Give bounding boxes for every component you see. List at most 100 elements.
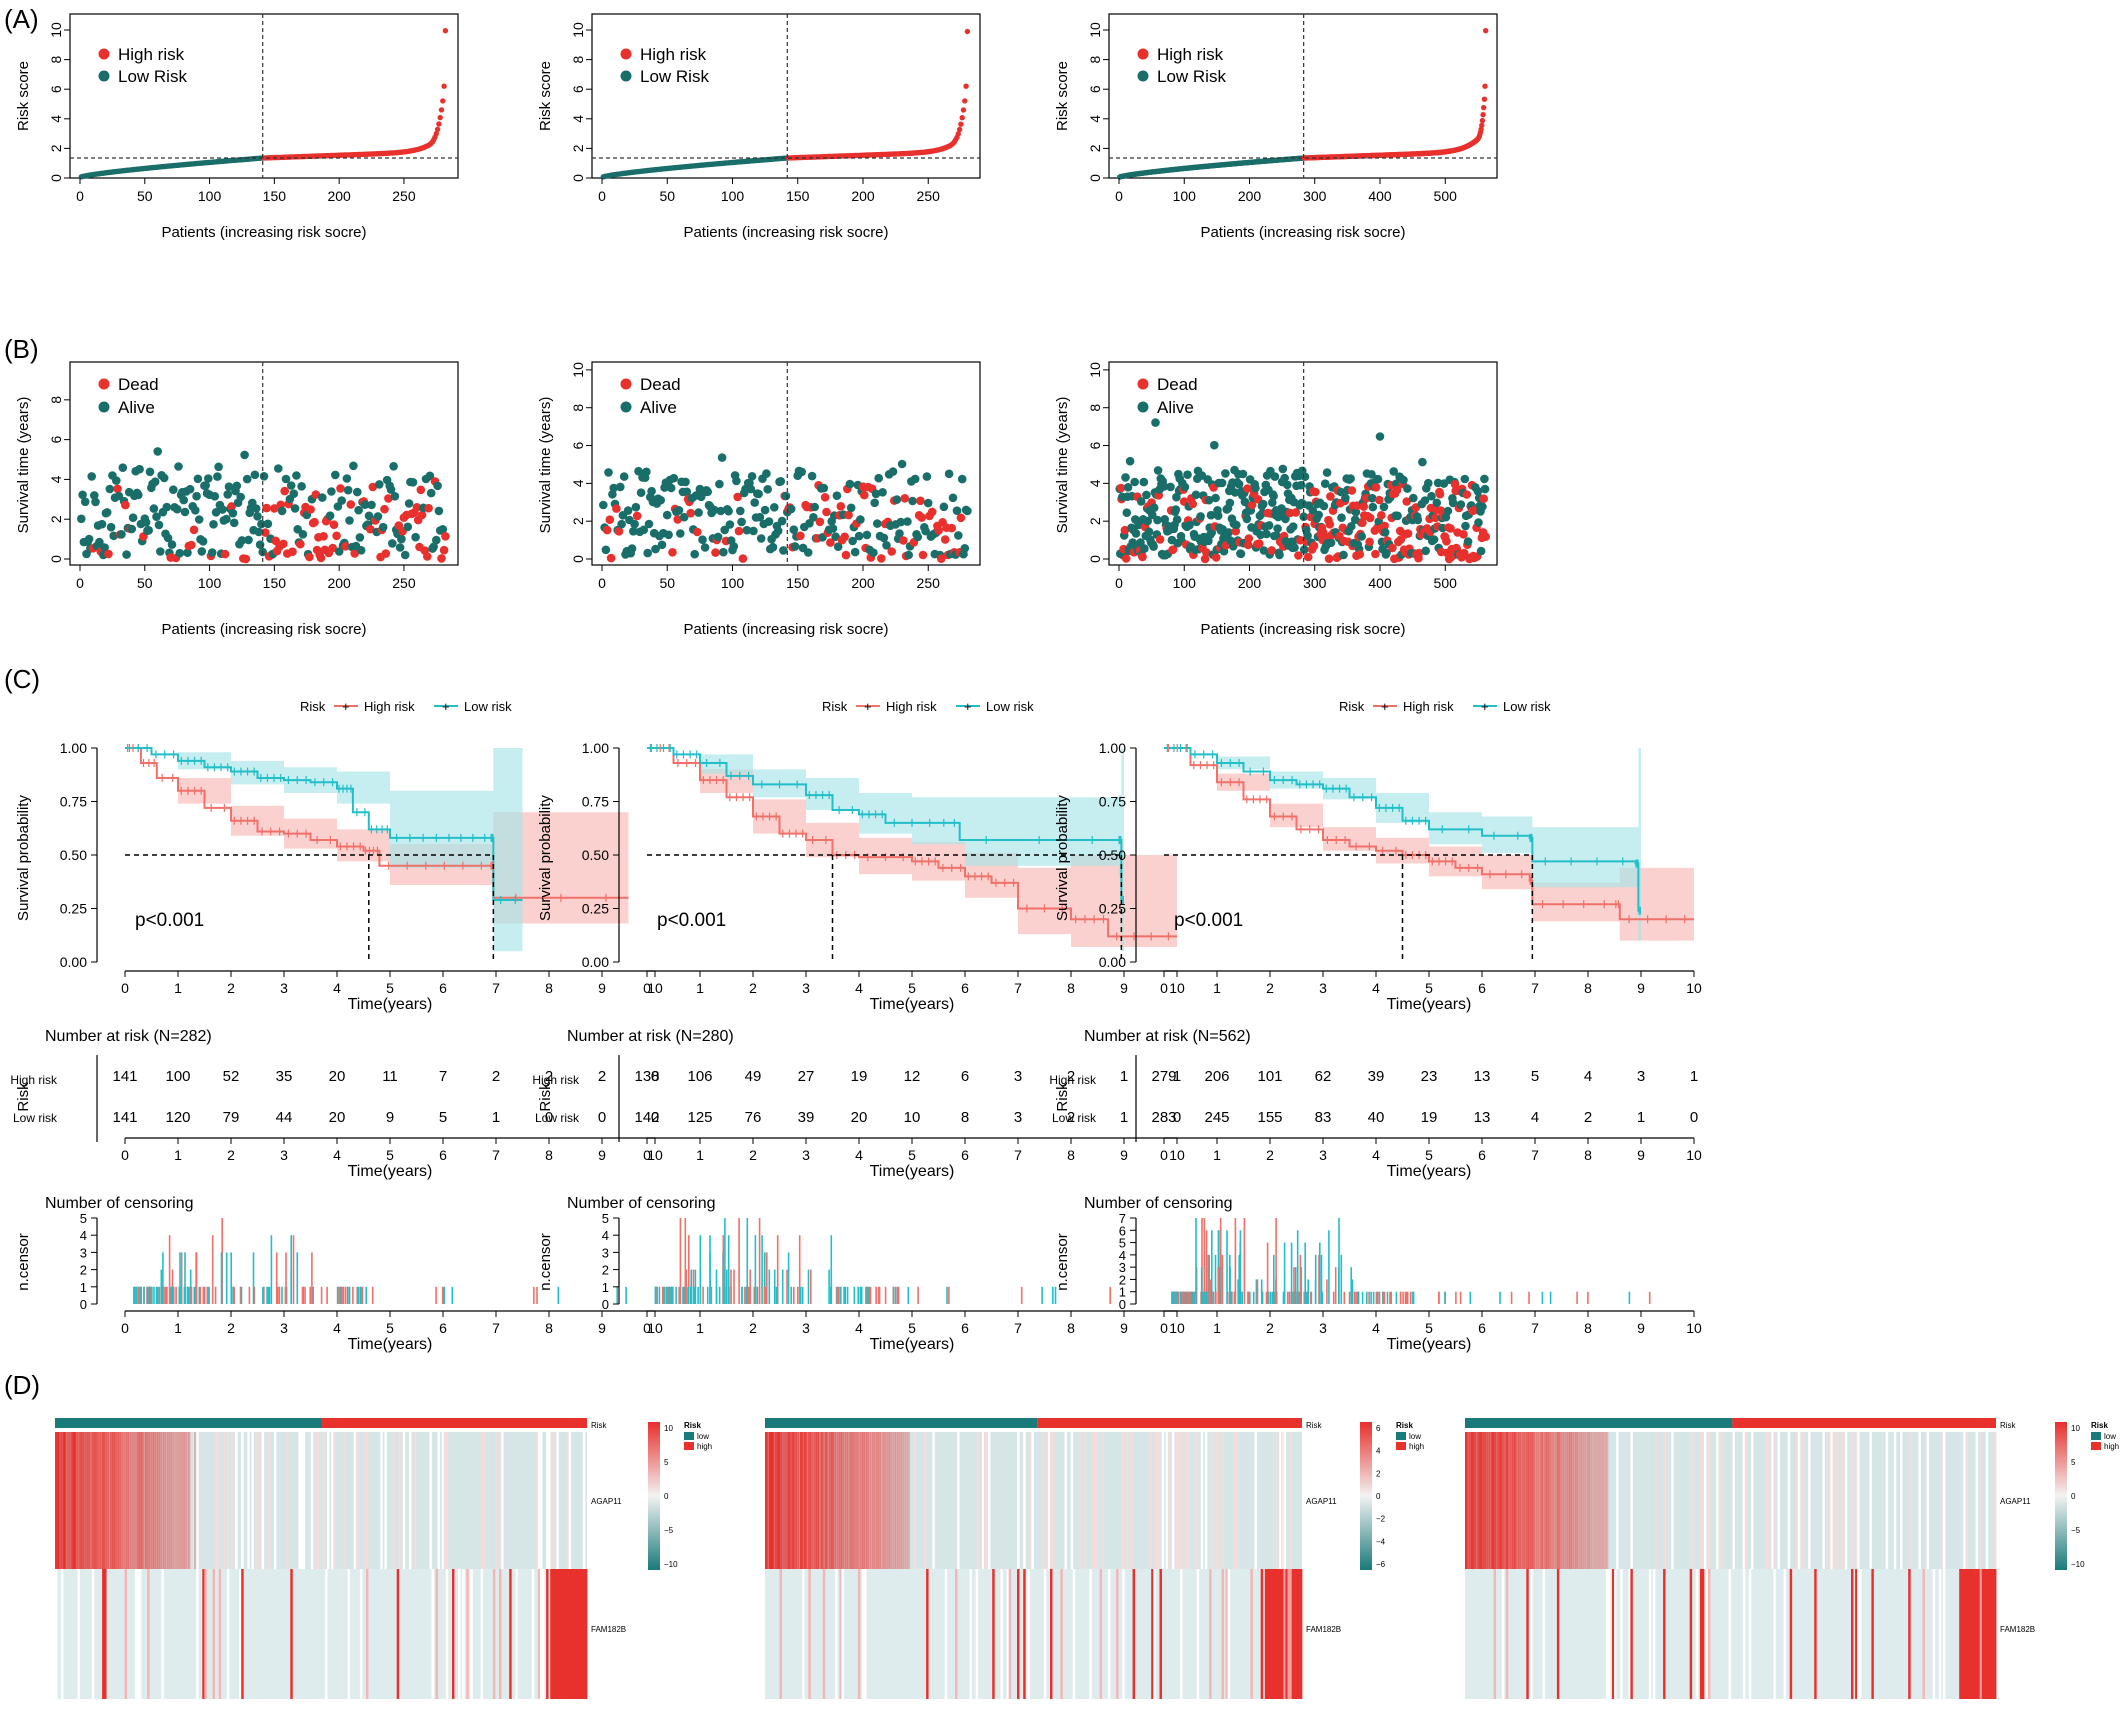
survival-point: [789, 525, 799, 534]
risk-x-tick-label: 0: [121, 1147, 129, 1163]
survival-point: [1275, 550, 1284, 560]
risk-count-high: 279: [1151, 1068, 1176, 1085]
heat-legend-low-label: low: [1409, 1432, 1421, 1441]
heat-cell: [1773, 1432, 1776, 1569]
survival-point: [180, 507, 190, 517]
survival-point: [404, 499, 414, 508]
survival-point: [639, 525, 649, 535]
heat-legend-high-swatch: [2091, 1442, 2101, 1450]
heat-cell: [773, 1432, 776, 1569]
risk-count-low: 4: [1531, 1109, 1539, 1126]
heat-cell: [1516, 1432, 1519, 1569]
risk-x-tick-label: 2: [227, 1147, 235, 1163]
risk-count-high: 27: [798, 1068, 815, 1085]
survival-point: [1136, 497, 1146, 506]
heat-cell: [1589, 1432, 1593, 1569]
heat-cell: [1023, 1569, 1026, 1699]
heat-cell: [235, 1432, 238, 1569]
survival-point: [732, 476, 741, 486]
color-scale-bar: [2055, 1422, 2067, 1570]
legend-alive-label: Alive: [1157, 398, 1194, 417]
survival-point: [1392, 485, 1402, 495]
km-legend-low-label: Low risk: [986, 699, 1034, 714]
survival-point: [694, 508, 703, 517]
color-scale-tick: −10: [664, 1560, 678, 1569]
heat-cell: [1728, 1569, 1731, 1699]
survival-point: [1480, 484, 1490, 494]
survival-point: [417, 510, 427, 520]
legend-high-marker: [98, 48, 110, 60]
heat-cell: [1614, 1569, 1617, 1699]
heat-cell: [818, 1432, 822, 1569]
heat-cell: [866, 1432, 869, 1569]
survival-point: [768, 542, 778, 552]
risk-x-tick-label: 4: [855, 1147, 863, 1163]
survival-point: [709, 505, 719, 515]
risk-score-point: [1483, 28, 1489, 34]
survival-point: [437, 554, 446, 563]
km-x-tick-label: 0: [121, 980, 129, 996]
heat-cell: [1783, 1569, 1787, 1699]
heat-cell: [1689, 1569, 1693, 1699]
survival-point: [91, 497, 100, 507]
survival-point: [1125, 456, 1135, 466]
heat-row-fam182b-bg: [765, 1569, 1302, 1699]
x-tick-label: 400: [1368, 188, 1392, 204]
survival-point: [1268, 498, 1277, 507]
heat-cell: [1029, 1432, 1032, 1569]
legend-low-label: Low Risk: [118, 67, 187, 86]
survival-point: [790, 542, 800, 551]
survival-point: [673, 515, 682, 524]
risk-x-tick-label: 8: [1067, 1147, 1075, 1163]
survival-point: [349, 461, 358, 471]
km-y-tick-label: 0.75: [1099, 794, 1126, 810]
survival-point: [280, 486, 290, 496]
heat-legend-title: Risk: [2091, 1421, 2108, 1430]
survival-point: [259, 472, 269, 481]
heat-cell: [347, 1569, 351, 1699]
color-scale-tick: −10: [2071, 1560, 2085, 1569]
survival-point: [356, 546, 366, 555]
y-tick-label: 2: [570, 144, 586, 152]
survival-point: [1432, 498, 1442, 508]
heat-cell: [566, 1569, 569, 1699]
survival-point: [786, 504, 796, 514]
heat-cell: [1227, 1569, 1231, 1699]
heat-cell: [1983, 1569, 1987, 1699]
heat-cell: [1851, 1569, 1854, 1699]
survival-point: [411, 532, 420, 542]
heat-cell: [812, 1432, 815, 1569]
x-tick-label: 150: [786, 575, 810, 591]
x-tick-label: 250: [392, 188, 416, 204]
heat-cell: [239, 1569, 242, 1699]
survival-point: [1478, 502, 1487, 512]
risk-x-tick-label: 3: [802, 1147, 810, 1163]
heat-cell: [839, 1569, 842, 1699]
heat-cell: [841, 1432, 844, 1569]
survival-point: [209, 520, 218, 529]
survival-point: [193, 474, 203, 484]
survival-point: [676, 529, 685, 538]
survival-point: [292, 471, 301, 480]
survival-point: [281, 474, 291, 484]
censor-x-tick-label: 3: [280, 1320, 288, 1336]
survival-point: [763, 485, 772, 494]
heat-cell: [482, 1432, 486, 1569]
risk-score-point: [437, 114, 443, 121]
survival-point: [1131, 529, 1141, 538]
risk-table-y-label: Risk: [15, 1082, 32, 1112]
risk-count-high: 7: [439, 1068, 447, 1085]
heat-cell: [787, 1432, 791, 1569]
km-x-tick-label: 2: [749, 980, 757, 996]
heat-cell: [165, 1432, 168, 1569]
survival-point: [397, 534, 406, 544]
heat-cell: [548, 1432, 551, 1569]
survival-point: [360, 500, 370, 510]
censor-x-tick-label: 5: [386, 1320, 394, 1336]
survival-point: [1380, 528, 1390, 537]
survival-point: [797, 467, 806, 477]
risk-count-high: 3: [1014, 1068, 1022, 1085]
km-x-tick-label: 8: [1584, 980, 1592, 996]
survival-point: [1300, 472, 1310, 482]
